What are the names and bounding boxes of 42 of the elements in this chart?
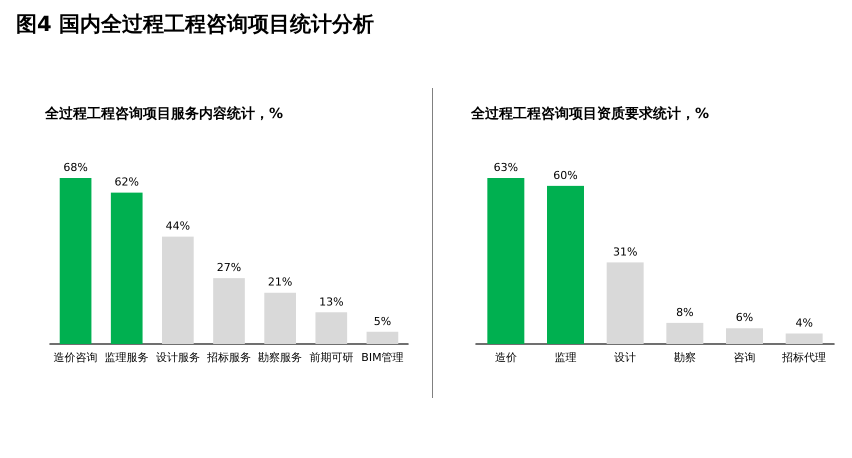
- x-tick-label: 造价: [494, 351, 517, 364]
- data-label: 27%: [216, 261, 242, 274]
- bar: [162, 236, 194, 344]
- x-tick-label: BIM管理: [361, 351, 404, 364]
- data-label: 8%: [676, 306, 694, 319]
- caption: 图4 国内全过程工程咨询项目统计分析: [16, 11, 374, 38]
- bar: [666, 322, 704, 344]
- data-label: 62%: [114, 176, 139, 189]
- x-tick-label: 造价咨询: [54, 351, 98, 364]
- bar: [264, 292, 296, 344]
- data-label: 5%: [374, 314, 392, 328]
- x-tick-label: 设计: [614, 351, 636, 364]
- chart-title: 全过程工程咨询项目服务内容统计，%: [44, 105, 284, 122]
- bar: [60, 178, 92, 344]
- data-label: 68%: [63, 161, 88, 174]
- x-tick-label: 勘察: [674, 351, 696, 364]
- data-label: 63%: [494, 161, 518, 174]
- chart-title: 全过程工程咨询项目资质要求统计，%: [470, 105, 710, 122]
- data-label: 60%: [553, 168, 578, 182]
- bar: [213, 278, 245, 344]
- data-label: 13%: [319, 295, 344, 308]
- x-tick-label: 招标服务: [206, 351, 251, 364]
- data-label: 4%: [795, 316, 813, 330]
- bar: [315, 312, 348, 344]
- bar: [366, 332, 398, 344]
- x-tick-label: 监理服务: [104, 351, 149, 364]
- x-tick-label: 设计服务: [156, 351, 200, 364]
- data-label: 31%: [612, 245, 638, 258]
- bar: [547, 186, 584, 344]
- x-tick-label: 监理: [554, 351, 576, 364]
- data-label: 6%: [736, 311, 754, 324]
- x-tick-label: 前期可研: [309, 351, 354, 364]
- data-label: 44%: [166, 220, 190, 233]
- bar: [110, 192, 143, 344]
- bar: [606, 262, 644, 344]
- bar: [786, 333, 823, 344]
- data-label: 21%: [268, 276, 292, 289]
- bar: [726, 328, 763, 344]
- x-tick-label: 勘察服务: [258, 351, 302, 364]
- x-tick-label: 咨询: [734, 351, 756, 364]
- bar: [487, 178, 524, 344]
- x-tick-label: 招标代理: [781, 351, 826, 364]
